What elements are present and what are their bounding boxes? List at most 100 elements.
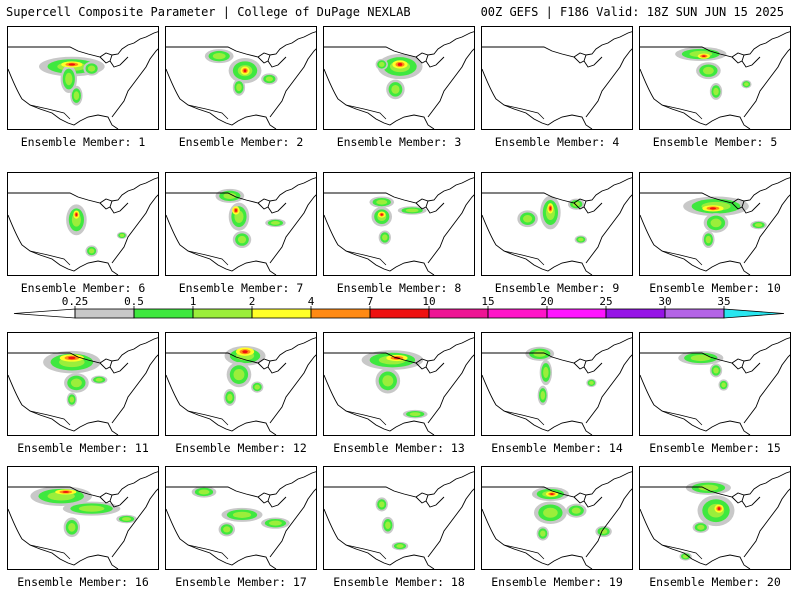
scp-field-mid xyxy=(697,524,705,530)
scp-field-mid xyxy=(540,530,546,537)
scp-field-mid xyxy=(396,544,404,548)
ensemble-panel xyxy=(165,466,317,570)
member-map xyxy=(324,177,474,275)
coastline xyxy=(8,194,158,275)
scp-field-mid xyxy=(533,350,547,357)
great-lakes xyxy=(573,54,603,68)
great-lakes xyxy=(257,494,287,508)
ensemble-panel xyxy=(323,172,475,276)
colorbar-tick-label: 35 xyxy=(717,295,731,308)
mexico-border xyxy=(345,104,387,120)
great-lakes xyxy=(731,360,761,374)
ensemble-member-label: Ensemble Member: 1 xyxy=(20,135,146,149)
us-canada-border xyxy=(640,471,790,498)
scp-field-mid xyxy=(119,233,125,237)
member-map xyxy=(640,177,790,275)
scp-field-mid xyxy=(572,201,580,207)
scp-core-peak xyxy=(397,62,403,66)
scp-field-mid xyxy=(65,72,73,86)
chart-title: Supercell Composite Parameter | College … xyxy=(6,5,411,19)
scp-field-mid xyxy=(710,218,722,228)
colorbar-segment xyxy=(310,308,371,319)
great-lakes xyxy=(415,200,445,214)
mexico-border xyxy=(345,250,387,266)
us-canada-border xyxy=(482,471,632,498)
great-lakes xyxy=(415,360,445,374)
mexico-border xyxy=(345,410,387,426)
colorbar-left-arrow xyxy=(13,308,76,319)
colorbar-segment xyxy=(487,308,548,319)
colorbar-tick-label: 10 xyxy=(422,295,436,308)
scp-core-peak xyxy=(62,491,69,493)
scp-core-peak xyxy=(550,493,554,495)
us-canada-border xyxy=(8,337,158,364)
us-canada-border xyxy=(166,471,316,498)
us-canada-border xyxy=(324,471,474,498)
scp-core-peak xyxy=(549,206,552,211)
scp-field-mid xyxy=(705,235,712,244)
scp-field-mid xyxy=(409,412,421,416)
ensemble-panel xyxy=(7,466,159,570)
ensemble-panel xyxy=(481,466,633,570)
mexico-border xyxy=(661,104,703,120)
scp-field-mid xyxy=(543,507,558,518)
ensemble-member-label: Ensemble Member: 16 xyxy=(17,575,149,589)
coastline xyxy=(482,48,632,129)
scp-field-mid xyxy=(523,215,533,223)
great-lakes xyxy=(573,200,603,214)
ensemble-panel xyxy=(481,172,633,276)
member-map xyxy=(482,177,632,275)
ensemble-panel xyxy=(7,332,159,436)
member-map xyxy=(166,471,316,569)
colorbar-segment xyxy=(605,308,666,319)
mexico-border xyxy=(29,250,71,266)
us-canada-border xyxy=(482,177,632,204)
scp-field-mid xyxy=(713,87,719,96)
scp-core-peak xyxy=(75,213,78,217)
scp-core-peak xyxy=(68,356,76,360)
ensemble-panel xyxy=(323,332,475,436)
ensemble-panel xyxy=(323,26,475,130)
scp-core-peak xyxy=(717,507,721,511)
scp-field-mid xyxy=(233,368,245,381)
ensemble-member-label: Ensemble Member: 18 xyxy=(333,575,465,589)
colorbar-segment xyxy=(369,308,430,319)
scp-field-mid xyxy=(379,61,385,67)
colorbar-tick-label: 4 xyxy=(307,295,315,308)
scp-field-mid xyxy=(69,396,75,403)
great-lakes xyxy=(573,494,603,508)
mexico-border xyxy=(187,410,229,426)
scp-field-mid xyxy=(702,66,714,75)
scp-field-mid xyxy=(78,505,105,512)
colorbar-right-arrow xyxy=(723,308,785,319)
scp-field-mid xyxy=(713,367,719,374)
us-canada-border xyxy=(324,177,474,204)
great-lakes xyxy=(257,54,287,68)
mexico-border xyxy=(661,410,703,426)
coastline xyxy=(324,488,474,569)
mexico-border xyxy=(503,410,545,426)
member-map xyxy=(8,31,158,129)
scp-field-mid xyxy=(270,221,280,225)
ensemble-panel xyxy=(481,332,633,436)
ensemble-member-label: Ensemble Member: 2 xyxy=(178,135,304,149)
great-lakes xyxy=(731,494,761,508)
ensemble-member-label: Ensemble Member: 13 xyxy=(333,441,465,455)
colorbar-segment xyxy=(664,308,725,319)
colorbar-tick-label: 15 xyxy=(481,295,495,308)
member-map xyxy=(166,177,316,275)
run-valid-time: 00Z GEFS | F186 Valid: 18Z SUN JUN 15 20… xyxy=(480,5,784,19)
mexico-border xyxy=(187,250,229,266)
scp-field-mid xyxy=(68,522,76,532)
colorbar-segment xyxy=(74,308,135,319)
ensemble-member-label: Ensemble Member: 10 xyxy=(649,281,781,295)
ensemble-panel xyxy=(7,26,159,130)
ensemble-panel xyxy=(165,172,317,276)
colorbar-segment xyxy=(133,308,194,319)
member-map xyxy=(8,471,158,569)
ensemble-panel xyxy=(639,466,791,570)
scp-field-mid xyxy=(237,235,247,244)
ensemble-member-label: Ensemble Member: 5 xyxy=(652,135,778,149)
scp-field-mid xyxy=(254,384,260,390)
colorbar-segment xyxy=(192,308,253,319)
